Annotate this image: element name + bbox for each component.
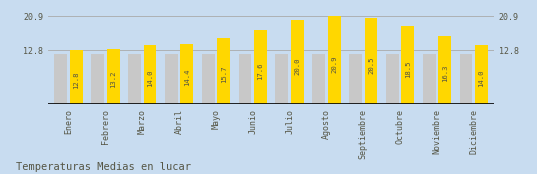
Text: 16.3: 16.3 bbox=[441, 65, 448, 82]
Bar bbox=[365, 18, 378, 104]
Text: 17.6: 17.6 bbox=[258, 62, 264, 80]
Text: 14.0: 14.0 bbox=[147, 69, 153, 86]
Text: 12.8: 12.8 bbox=[74, 71, 79, 89]
Bar bbox=[460, 54, 473, 104]
Bar bbox=[70, 50, 83, 104]
Text: 13.2: 13.2 bbox=[110, 71, 116, 88]
Bar bbox=[328, 16, 340, 104]
Bar bbox=[107, 49, 120, 104]
Text: Temperaturas Medias en lucar: Temperaturas Medias en lucar bbox=[16, 162, 191, 172]
Text: 14.0: 14.0 bbox=[478, 69, 484, 86]
Bar bbox=[54, 54, 67, 104]
Bar bbox=[438, 36, 451, 104]
Text: 20.9: 20.9 bbox=[331, 56, 337, 73]
Bar bbox=[91, 54, 104, 104]
Bar bbox=[217, 38, 230, 104]
Bar bbox=[291, 20, 304, 104]
Bar bbox=[165, 54, 178, 104]
Bar bbox=[275, 54, 288, 104]
Bar bbox=[349, 54, 362, 104]
Bar bbox=[254, 30, 267, 104]
Text: 20.5: 20.5 bbox=[368, 57, 374, 74]
Bar bbox=[475, 45, 488, 104]
Text: 14.4: 14.4 bbox=[184, 68, 190, 86]
Bar bbox=[202, 54, 215, 104]
Text: 18.5: 18.5 bbox=[405, 61, 411, 78]
Text: 15.7: 15.7 bbox=[221, 66, 227, 83]
Bar bbox=[143, 45, 156, 104]
Bar bbox=[386, 54, 399, 104]
Text: 20.0: 20.0 bbox=[294, 58, 300, 75]
Bar bbox=[128, 54, 141, 104]
Bar bbox=[180, 44, 193, 104]
Bar bbox=[312, 54, 325, 104]
Bar bbox=[238, 54, 251, 104]
Bar bbox=[401, 26, 414, 104]
Bar bbox=[423, 54, 436, 104]
